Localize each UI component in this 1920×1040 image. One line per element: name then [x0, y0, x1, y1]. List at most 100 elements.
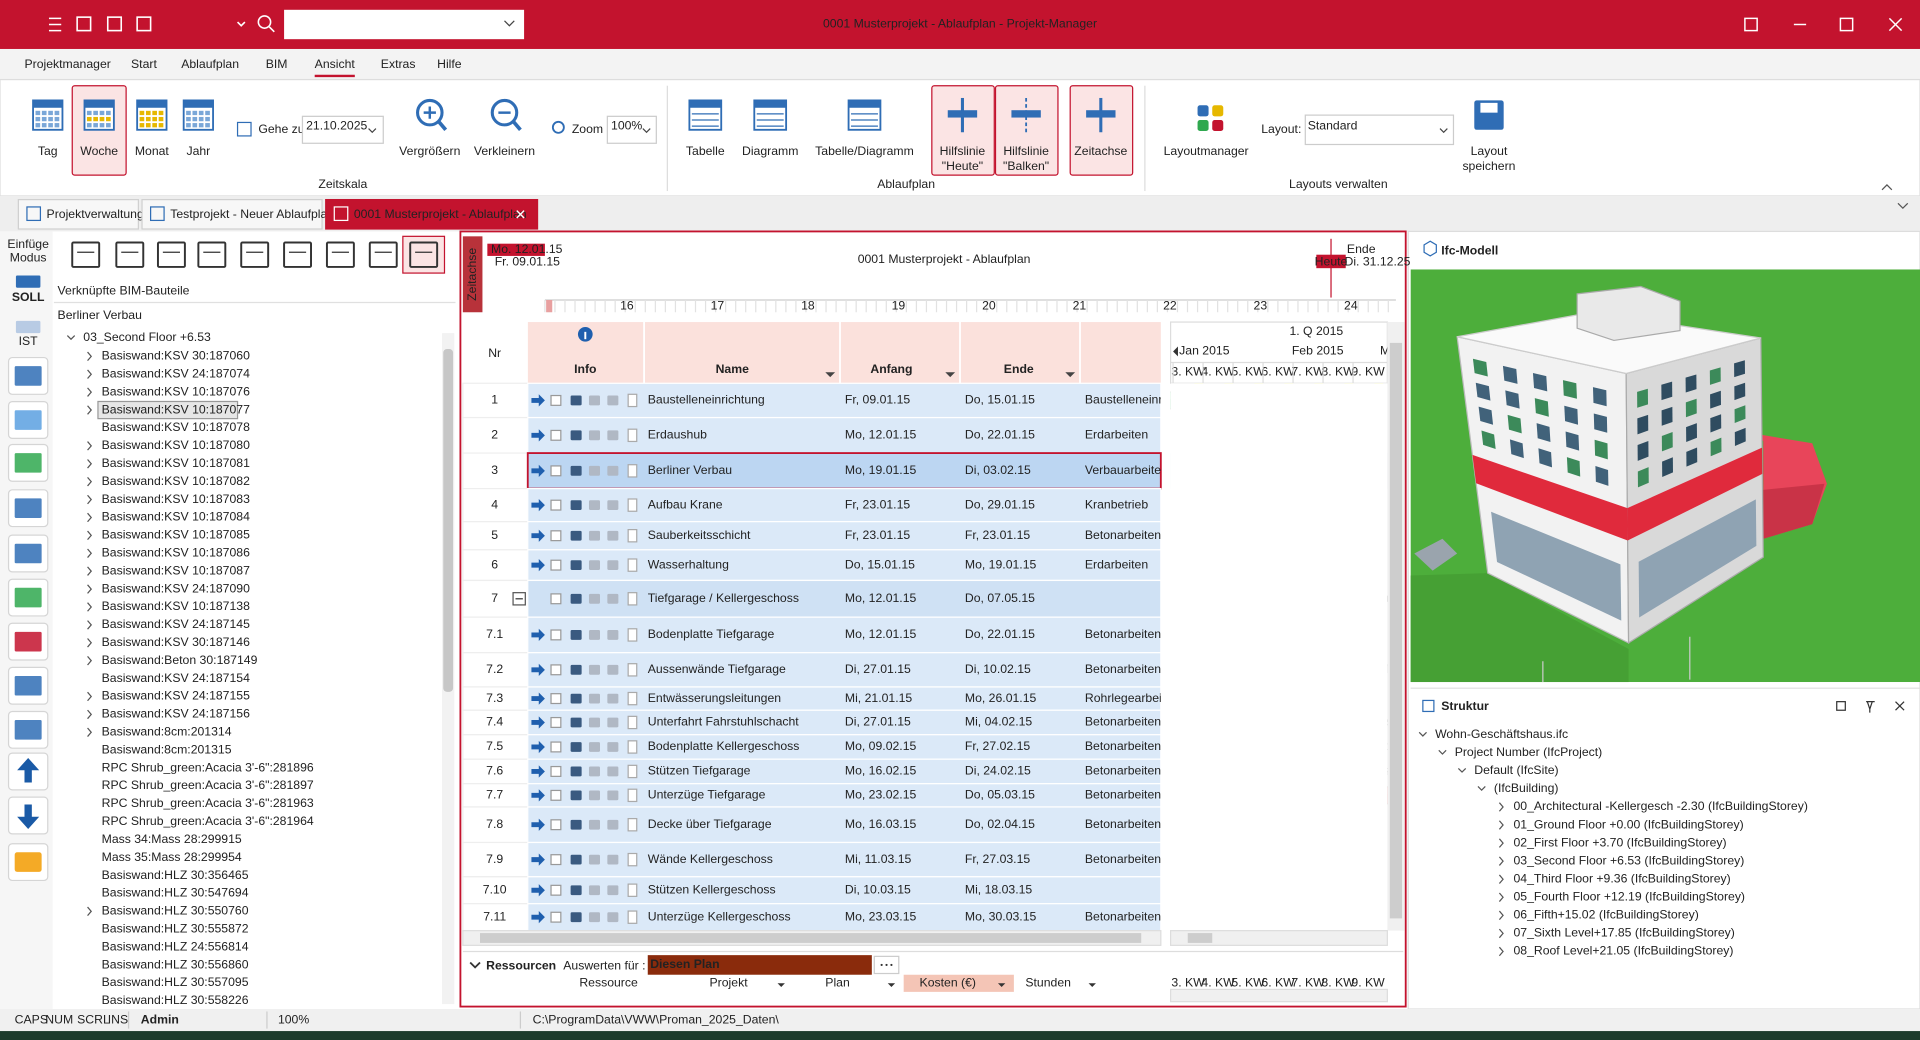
- expander-closed[interactable]: [1498, 946, 1504, 957]
- tree-item[interactable]: RPC Shrub_green:Acacia 3'-6":281896: [102, 760, 314, 774]
- tree-item[interactable]: Basiswand:KSV 10:187138: [102, 599, 250, 613]
- toolbar-icon[interactable]: [240, 241, 270, 268]
- tree-item[interactable]: Basiswand:8cm:201315: [102, 742, 232, 756]
- toolbar-icon[interactable]: [368, 241, 398, 268]
- row-checkbox[interactable]: [550, 911, 562, 923]
- row-checkbox[interactable]: [550, 465, 562, 477]
- row-checkbox[interactable]: [550, 629, 562, 641]
- menu-item[interactable]: Hilfe: [437, 57, 462, 71]
- button-label[interactable]: "Heute": [942, 159, 983, 173]
- tree-root[interactable]: 03_Second Floor +6.53: [83, 330, 211, 344]
- tree-item[interactable]: Basiswand:Beton 30:187149: [102, 653, 258, 667]
- tree-item[interactable]: Mass 35:Mass 28:299954: [102, 850, 242, 864]
- toolbar-icon[interactable]: [283, 241, 312, 268]
- tree-item[interactable]: RPC Shrub_green:Acacia 3'-6":281964: [102, 814, 314, 828]
- tree-item[interactable]: Basiswand:8cm:201314: [102, 725, 232, 739]
- tree-item[interactable]: Basiswand:KSV 30:187146: [102, 635, 250, 649]
- button-label[interactable]: Hilfslinie: [940, 144, 986, 158]
- button-label[interactable]: Tabelle/Diagramm: [815, 144, 914, 158]
- search-box[interactable]: [284, 9, 525, 40]
- expander-open[interactable]: [1477, 786, 1486, 791]
- tree-item[interactable]: Basiswand:HLZ 30:556860: [102, 957, 249, 971]
- row-checkbox[interactable]: [550, 559, 562, 571]
- button-label[interactable]: Zeitachse: [1074, 144, 1127, 158]
- tree-item[interactable]: Basiswand:HLZ 30:550760: [102, 904, 249, 918]
- column-header[interactable]: Name: [716, 362, 750, 376]
- tab-menu[interactable]: [1897, 202, 1909, 210]
- tree-item[interactable]: Basiswand:KSV 10:187082: [102, 474, 250, 488]
- doc-tab-label[interactable]: Testprojekt - Neuer Ablaufplan: [170, 207, 334, 221]
- column-header[interactable]: Ende: [1004, 362, 1034, 376]
- gantt-hscroll-thumb[interactable]: [1187, 933, 1213, 943]
- tree-item[interactable]: Basiswand:HLZ 30:557095: [102, 975, 249, 989]
- expander-closed[interactable]: [87, 584, 93, 594]
- tree-item[interactable]: Basiswand:HLZ 30:547694: [102, 886, 249, 900]
- button-label[interactable]: Layoutmanager: [1164, 144, 1249, 158]
- expander-closed[interactable]: [87, 476, 93, 487]
- row-checkbox[interactable]: [550, 499, 562, 511]
- button-label[interactable]: Layout: [1471, 144, 1508, 158]
- expander-closed[interactable]: [87, 709, 93, 720]
- expander-closed[interactable]: [87, 459, 93, 469]
- expander-closed[interactable]: [87, 405, 93, 415]
- tree-item[interactable]: Basiswand:KSV 10:187083: [102, 492, 250, 506]
- expander-open[interactable]: [1457, 767, 1467, 773]
- toolbar-icon[interactable]: [71, 241, 101, 268]
- sort-arrow[interactable]: [1065, 372, 1076, 378]
- structure-item[interactable]: 07_Sixth Level+17.85 (IfcBuildingStorey): [1513, 926, 1734, 940]
- row-checkbox[interactable]: [550, 664, 562, 676]
- scrollbar-thumb[interactable]: [443, 348, 454, 692]
- row-arrow[interactable]: [531, 464, 545, 477]
- search-dropdown[interactable]: [504, 20, 515, 27]
- tree-item[interactable]: Basiswand:KSV 30:187060: [102, 349, 250, 363]
- row-arrow[interactable]: [531, 429, 545, 442]
- tree-item[interactable]: Mass 34:Mass 28:299915: [102, 832, 242, 846]
- expander-closed[interactable]: [87, 512, 93, 523]
- tree-item[interactable]: Basiswand:KSV 10:187078: [102, 420, 250, 434]
- tree-item[interactable]: Basiswand:HLZ 30:356465: [102, 868, 249, 882]
- tree-item[interactable]: Basiswand:HLZ 30:555872: [102, 921, 249, 935]
- expander-closed[interactable]: [87, 351, 93, 362]
- button-label[interactable]: Tag: [38, 144, 58, 158]
- ribbon-collapse[interactable]: [1881, 184, 1893, 191]
- expander-open[interactable]: [66, 335, 76, 341]
- structure-item[interactable]: 00_Architectural -Kellergesch -2.30 (Ifc…: [1513, 799, 1807, 813]
- expander-closed[interactable]: [87, 727, 93, 737]
- layout-value[interactable]: Standard: [1308, 118, 1358, 132]
- structure-item[interactable]: 03_Second Floor +6.53 (IfcBuildingStorey…: [1513, 853, 1744, 867]
- doc-tab-close[interactable]: [516, 210, 525, 219]
- menu-item[interactable]: Extras: [381, 57, 416, 71]
- row-checkbox[interactable]: [550, 765, 562, 777]
- expander-closed[interactable]: [1498, 928, 1504, 939]
- row-arrow[interactable]: [531, 559, 545, 572]
- gantt-vscroll-thumb[interactable]: [1389, 342, 1403, 919]
- expander-closed[interactable]: [87, 566, 93, 576]
- expander-open[interactable]: [1418, 731, 1427, 737]
- expander-closed[interactable]: [87, 494, 93, 505]
- structure-item[interactable]: Project Number (IfcProject): [1455, 745, 1603, 759]
- row-checkbox[interactable]: [550, 854, 562, 866]
- expander-closed[interactable]: [87, 548, 93, 558]
- doc-tab-label[interactable]: 0001 Musterprojekt - Ablaufplan: [354, 207, 527, 221]
- expander-open[interactable]: [1438, 749, 1447, 755]
- goto-date[interactable]: 21.10.2025: [306, 118, 367, 132]
- tree-item[interactable]: Basiswand:KSV 10:187080: [102, 438, 250, 452]
- expander-closed[interactable]: [1498, 910, 1504, 921]
- row-arrow[interactable]: [531, 853, 545, 866]
- button-label[interactable]: Verkleinern: [474, 144, 535, 158]
- doc-tab[interactable]: [17, 198, 139, 230]
- menu-item[interactable]: Start: [131, 57, 157, 71]
- resources-hscroll[interactable]: [1170, 988, 1388, 1003]
- expander-closed[interactable]: [87, 441, 93, 451]
- row-checkbox[interactable]: [550, 429, 562, 441]
- structure-item[interactable]: (IfcBuilding): [1494, 781, 1559, 795]
- menu-item[interactable]: Ablaufplan: [181, 57, 239, 71]
- panel-close[interactable]: [1895, 701, 1905, 711]
- tree-item[interactable]: Basiswand:KSV 10:187086: [102, 546, 250, 560]
- button-label[interactable]: Diagramm: [742, 144, 798, 158]
- tree-item[interactable]: Basiswand:KSV 10:187085: [102, 528, 250, 542]
- layout-combo[interactable]: [1304, 114, 1455, 146]
- row-checkbox[interactable]: [550, 789, 562, 801]
- row-arrow[interactable]: [531, 884, 545, 897]
- toolbar-icon[interactable]: [156, 241, 186, 268]
